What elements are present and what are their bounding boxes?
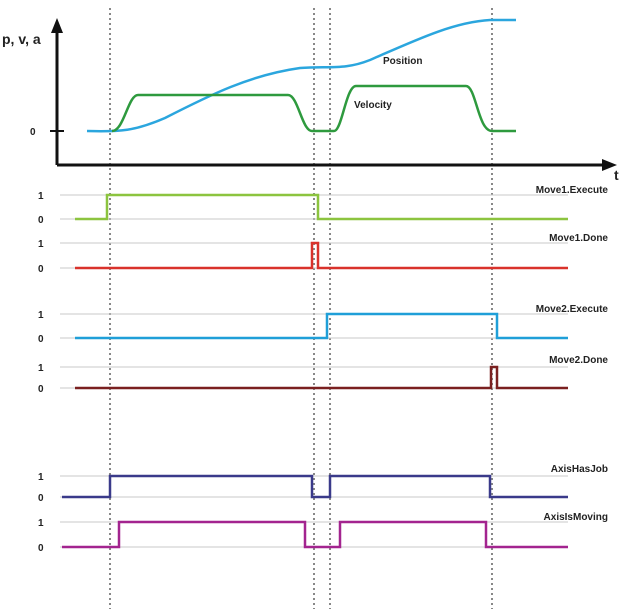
x-axis-label: t — [614, 167, 619, 183]
signal-move2-execute: 1 0 Move2.Execute — [38, 304, 608, 345]
velocity-label: Velocity — [354, 100, 392, 111]
zero-label: 0 — [30, 127, 36, 138]
signal-low-label: 0 — [38, 215, 44, 226]
velocity-curve — [111, 84, 516, 133]
position-label: Position — [383, 56, 422, 67]
signal-move1-done: 1 0 Move1.Done — [38, 233, 608, 275]
signal-high-label: 1 — [38, 239, 44, 250]
top-plot-axes — [50, 18, 617, 171]
y-axis-label: p, v, a — [2, 31, 41, 47]
signal-name-label: AxisIsMoving — [544, 512, 608, 523]
signal-high-label: 1 — [38, 191, 44, 202]
signal-low-label: 0 — [38, 334, 44, 345]
signal-trace — [75, 312, 568, 340]
signal-high-label: 1 — [38, 472, 44, 483]
signal-low-label: 0 — [38, 543, 44, 554]
signal-traces: 1 0 Move1.Execute 1 0 Move1.Done 1 0 Move2.Execu… — [38, 185, 608, 554]
signal-trace — [75, 193, 568, 221]
signal-name-label: Move1.Execute — [536, 185, 609, 196]
signal-trace — [75, 241, 568, 270]
signal-axishasjob: 1 0 AxisHasJob — [38, 464, 608, 504]
y-axis-arrow — [51, 18, 63, 33]
signal-move2-done: 1 0 Move2.Done — [38, 355, 608, 395]
signal-low-label: 0 — [38, 493, 44, 504]
signal-trace — [62, 474, 568, 499]
signal-axisismoving: 1 0 AxisIsMoving — [38, 512, 608, 554]
signal-high-label: 1 — [38, 518, 44, 529]
signal-name-label: AxisHasJob — [551, 464, 608, 475]
signal-name-label: Move1.Done — [549, 233, 608, 244]
signal-name-label: Move2.Done — [549, 355, 608, 366]
signal-name-label: Move2.Execute — [536, 304, 609, 315]
x-axis-arrow — [602, 159, 617, 171]
signal-trace — [62, 520, 568, 549]
signal-low-label: 0 — [38, 384, 44, 395]
position-curve — [86, 18, 516, 133]
time-markers — [109, 8, 493, 609]
signal-low-label: 0 — [38, 264, 44, 275]
signal-high-label: 1 — [38, 310, 44, 321]
signal-move1-execute: 1 0 Move1.Execute — [38, 185, 608, 226]
signal-high-label: 1 — [38, 363, 44, 374]
signal-trace — [75, 365, 568, 390]
